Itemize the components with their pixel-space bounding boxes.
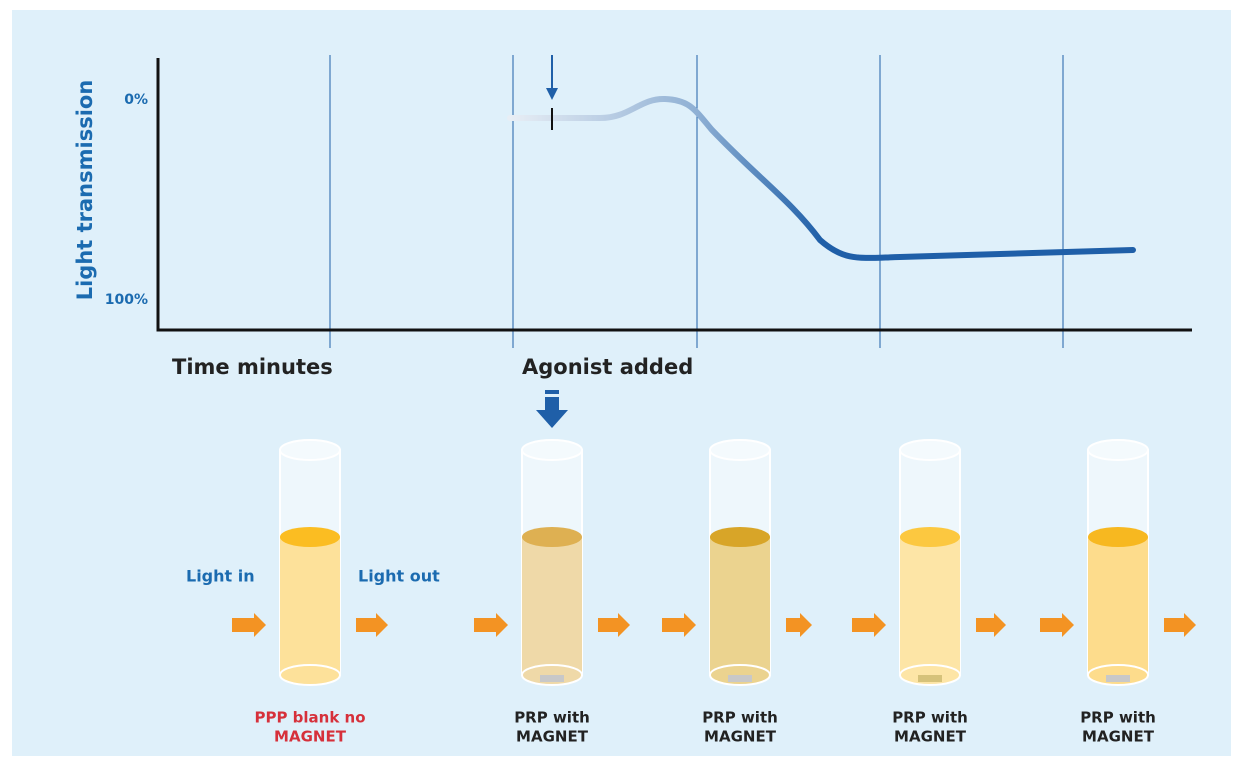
light-arrow	[662, 613, 696, 637]
light-arrow	[232, 613, 266, 637]
agonist-arrow-head	[546, 88, 558, 100]
panel	[12, 10, 1231, 756]
tube-rim	[1087, 439, 1149, 461]
light-arrow	[1040, 613, 1074, 637]
tube-rim	[521, 439, 583, 461]
light-arrow	[474, 613, 508, 637]
y-top-label: 0%	[124, 92, 148, 108]
x-axis-label: Time minutes	[172, 355, 333, 379]
grid	[329, 55, 1064, 348]
tube-rim	[899, 439, 961, 461]
tube-liquid	[522, 537, 582, 675]
magnet	[728, 675, 752, 682]
tube-surface	[900, 527, 960, 547]
tube-label: PRP with	[892, 709, 968, 727]
tube-liquid	[710, 537, 770, 675]
tube-label: MAGNET	[274, 728, 347, 746]
light-arrow	[1164, 613, 1196, 637]
tube-label: MAGNET	[1082, 728, 1155, 746]
tube-liquid	[280, 537, 340, 675]
tube-label: PRP with	[1080, 709, 1156, 727]
tube-liquid	[1088, 537, 1148, 675]
tube-label: MAGNET	[704, 728, 777, 746]
magnet	[918, 675, 942, 682]
y-bottom-label: 100%	[105, 292, 148, 308]
magnet	[1106, 675, 1130, 682]
light-arrow	[786, 613, 812, 637]
light-out: Light out	[358, 567, 440, 586]
curve	[507, 95, 1136, 261]
light-arrow	[598, 613, 630, 637]
tube-rim	[709, 439, 771, 461]
tube-label: MAGNET	[894, 728, 967, 746]
axes	[156, 58, 1192, 332]
down-arrow	[536, 390, 568, 428]
tube-rim	[279, 439, 341, 461]
tube-label: MAGNET	[516, 728, 589, 746]
y-axis-label: Light transmission	[73, 80, 97, 301]
tube-surface	[280, 527, 340, 547]
light-in: Light in	[186, 567, 255, 586]
light-arrow	[852, 613, 886, 637]
tube-label: PRP with	[514, 709, 590, 727]
tube-liquid	[900, 537, 960, 675]
magnet	[540, 675, 564, 682]
tube-label: PPP blank no	[254, 709, 365, 727]
light-arrow	[976, 613, 1006, 637]
tube-surface	[522, 527, 582, 547]
tube-bottom	[279, 664, 341, 686]
light-arrow	[356, 613, 388, 637]
tube-label: PRP with	[702, 709, 778, 727]
event-label: Agonist added	[522, 355, 693, 379]
tube-surface	[1088, 527, 1148, 547]
tube-surface	[710, 527, 770, 547]
